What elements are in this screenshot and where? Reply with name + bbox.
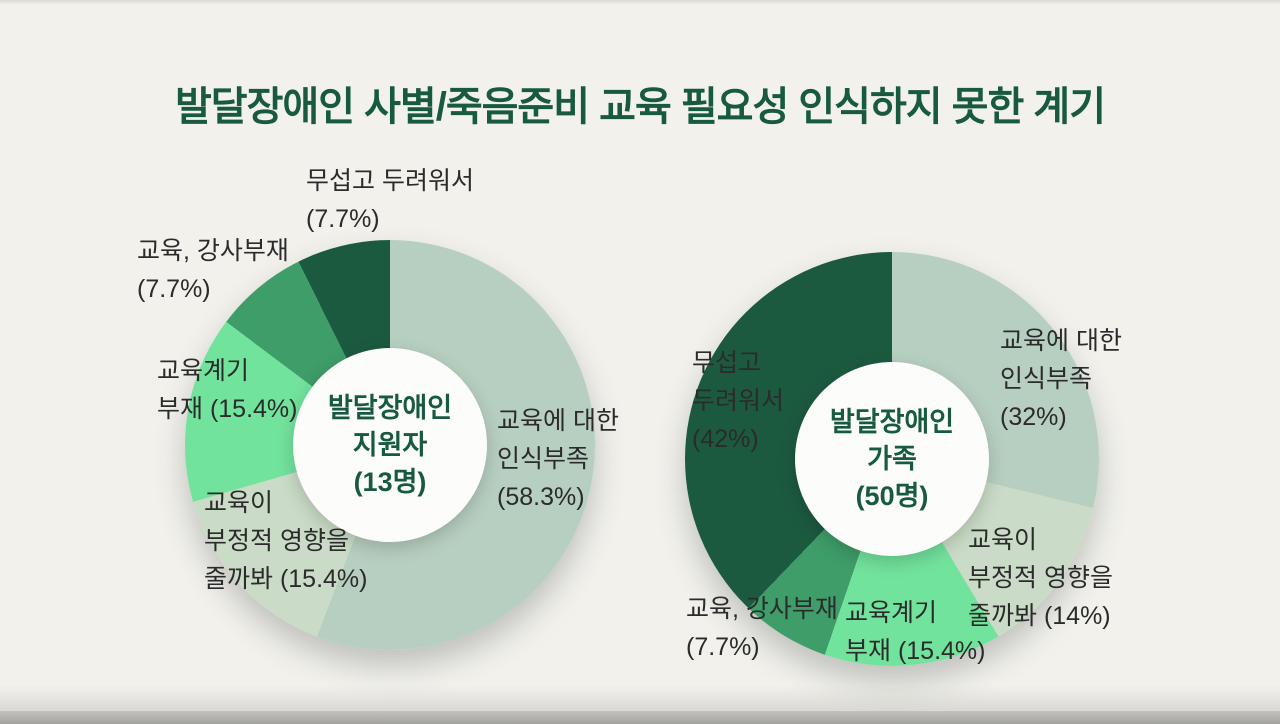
donut-hole-supporters: 발달장애인 지원자 (13명): [293, 348, 487, 542]
segment-label-line: 교육에 대한: [1000, 327, 1122, 355]
page-title: 발달장애인 사별/죽음준비 교육 필요성 인식하지 못한 계기: [175, 85, 1106, 129]
segment-label-fear: 무섭고 두려워서 (7.7%): [306, 162, 474, 238]
segment-label-line: 부정적 영향을: [968, 564, 1113, 592]
segment-label-fear: 무섭고 두려워서 (42%): [692, 344, 784, 458]
center-label-group: 발달장애인: [829, 406, 955, 437]
center-label-count: (13명): [353, 466, 427, 497]
segment-label-line: 부재 (15.4%): [157, 395, 298, 423]
segment-label-line: 줄까봐 (14%): [968, 602, 1111, 630]
segment-label-line: 교육에 대한: [497, 407, 619, 435]
segment-label-line: 인식부족: [1000, 365, 1093, 393]
segment-label-line: 교육이: [968, 526, 1038, 554]
center-label-count: (50명): [855, 480, 929, 511]
segment-label-no-instructor: 교육, 강사부재 (7.7%): [137, 232, 289, 308]
segment-label-line: 부정적 영향을: [204, 527, 349, 555]
segment-label-line: (32%): [1000, 403, 1067, 431]
donut-chart-supporters: 발달장애인 지원자 (13명): [185, 240, 595, 650]
segment-label-line: 교육이: [204, 489, 274, 517]
donut-hole-families: 발달장애인 가족 (50명): [795, 362, 989, 556]
center-label-subgroup: 가족: [867, 443, 917, 474]
slide-bottom-bar: [0, 711, 1280, 724]
segment-label-no-opportunity: 교육계기 부재 (15.4%): [845, 594, 985, 670]
segment-label-line: (7.7%): [306, 205, 380, 233]
segment-label-line: (42%): [692, 425, 759, 453]
segment-label-line: 인식부족: [497, 445, 590, 473]
center-label-subgroup: 지원자: [352, 429, 428, 460]
segment-label-no-instructor: 교육, 강사부재 (7.7%): [686, 590, 838, 666]
segment-label-awareness-lack: 교육에 대한 인식부족 (58.3%): [497, 402, 619, 516]
segment-label-no-opportunity: 교육계기 부재 (15.4%): [157, 352, 297, 428]
segment-label-line: 줄까봐 (15.4%): [204, 565, 368, 593]
segment-label-line: (7.7%): [137, 275, 211, 303]
segment-label-negative-impact: 교육이 부정적 영향을 줄까봐 (14%): [968, 521, 1113, 635]
segment-label-line: (7.7%): [686, 633, 760, 661]
segment-label-line: 두려워서: [692, 387, 785, 415]
segment-label-line: 교육, 강사부재: [137, 237, 289, 265]
segment-label-line: 교육, 강사부재: [686, 595, 838, 623]
segment-label-line: 부재 (15.4%): [845, 637, 986, 665]
slide-bottom-shadow: [0, 685, 1280, 711]
center-label-group: 발달장애인: [327, 392, 453, 423]
segment-label-line: (58.3%): [497, 483, 585, 511]
segment-label-negative-impact: 교육이 부정적 영향을 줄까봐 (15.4%): [204, 484, 367, 598]
donut-chart-families: 발달장애인 가족 (50명): [685, 252, 1099, 666]
segment-label-line: 무섭고: [692, 349, 762, 377]
segment-label-awareness-lack: 교육에 대한 인식부족 (32%): [1000, 322, 1122, 436]
segment-label-line: 교육계기: [845, 599, 938, 627]
slide-top-edge: [0, 0, 1280, 5]
segment-label-line: 교육계기: [157, 357, 250, 385]
segment-label-line: 무섭고 두려워서: [306, 167, 474, 195]
